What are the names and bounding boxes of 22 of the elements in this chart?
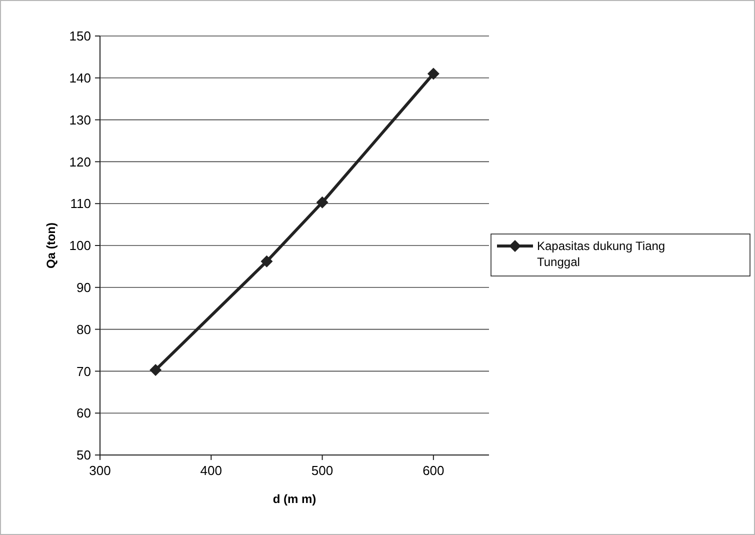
x-axis-title: d (m m) bbox=[272, 492, 316, 506]
y-tick-label: 90 bbox=[76, 280, 91, 295]
point bbox=[260, 255, 273, 268]
y-tick-label: 100 bbox=[69, 238, 91, 254]
y-tick-label: 60 bbox=[76, 406, 91, 421]
point bbox=[150, 364, 162, 376]
y-tick-label: 150 bbox=[69, 28, 91, 44]
legend-label: Kapasitas dukung Tiang Tunggal bbox=[537, 239, 666, 270]
x-tick-label: 600 bbox=[422, 463, 444, 478]
y-tick-label: 50 bbox=[76, 448, 91, 463]
y-tick-label: 70 bbox=[76, 364, 91, 379]
x-tick-label: 500 bbox=[311, 463, 334, 478]
y-axis-title: Qa (ton) bbox=[44, 222, 58, 268]
point bbox=[316, 196, 328, 208]
point bbox=[427, 68, 440, 80]
y-tick-label: 140 bbox=[69, 70, 91, 86]
x-tick-label: 300 bbox=[89, 463, 111, 478]
y-tick-label: 110 bbox=[70, 196, 91, 212]
y-tick-label: 120 bbox=[69, 154, 91, 170]
y-tick-label: 130 bbox=[69, 112, 91, 128]
y-tick-label: 80 bbox=[76, 322, 91, 337]
x-tick-label: 400 bbox=[200, 463, 222, 478]
